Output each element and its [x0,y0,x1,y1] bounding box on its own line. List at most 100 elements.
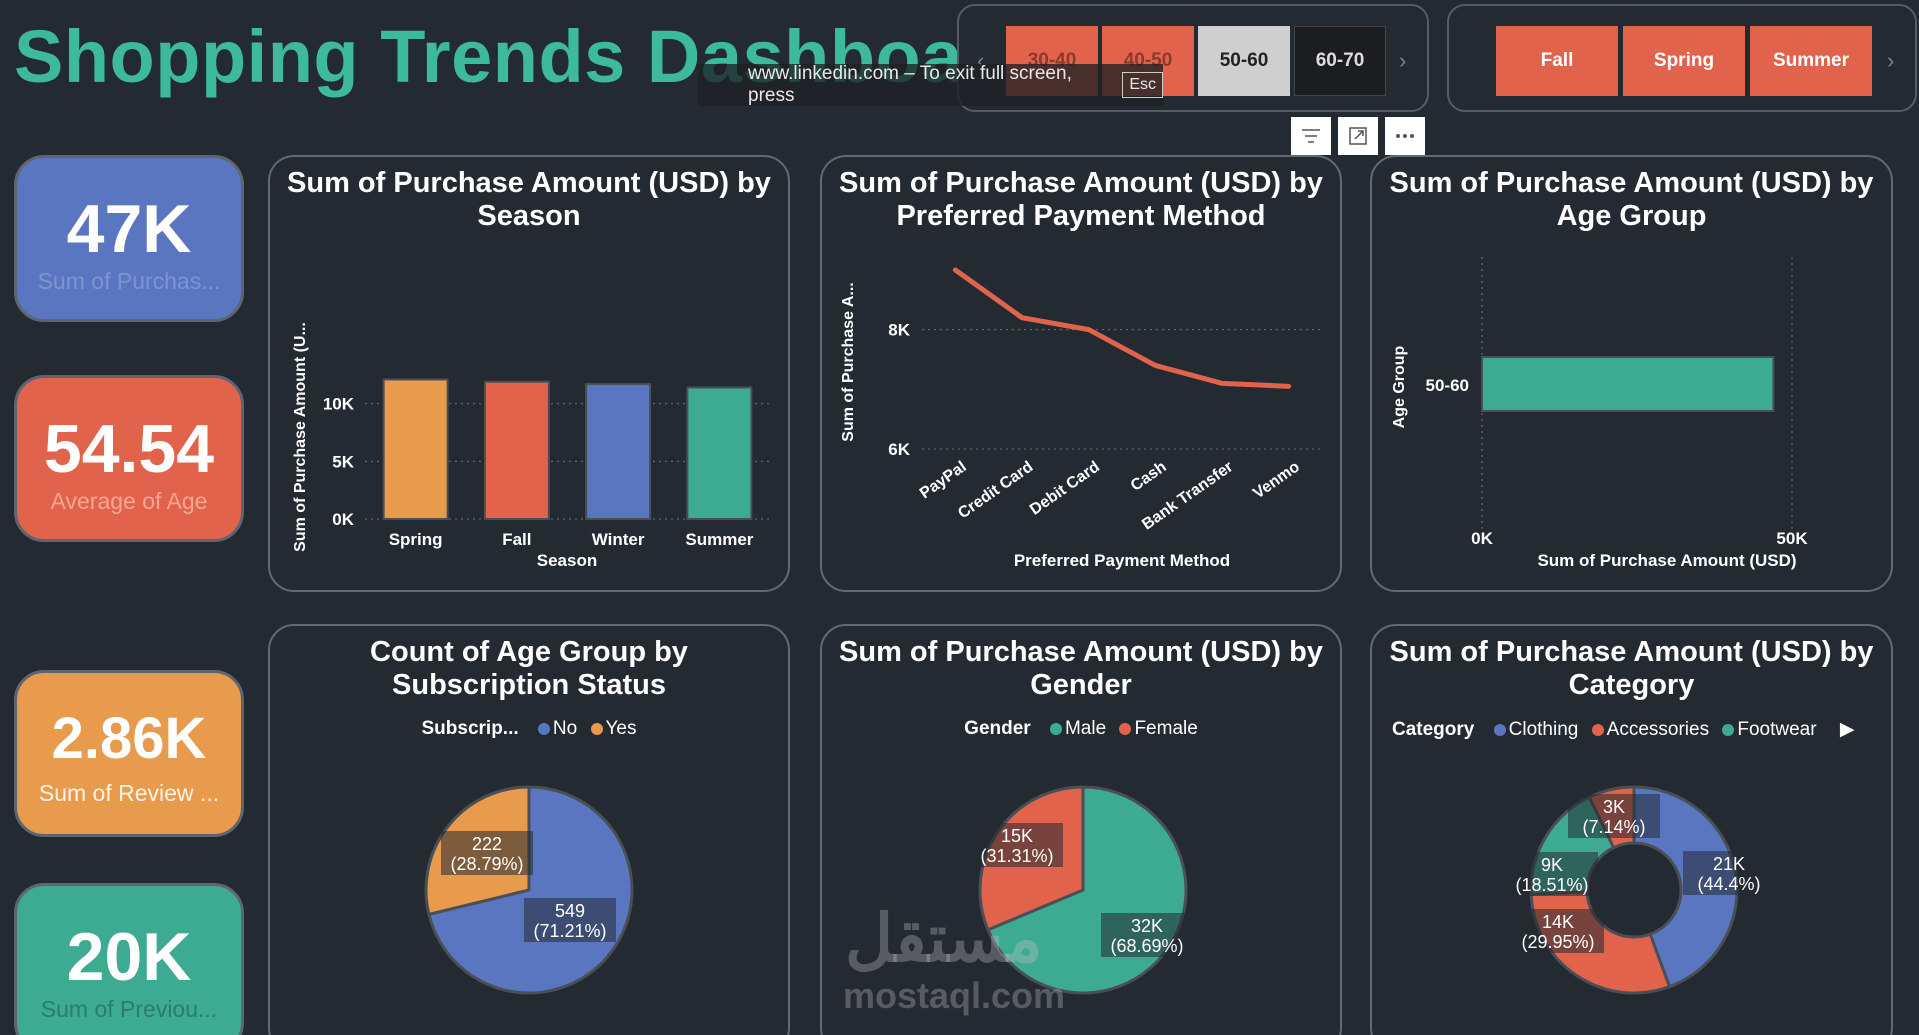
chart-title: Sum of Purchase Amount (USD) by Season [287,167,771,232]
chart-title: Sum of Purchase Amount (USD) by Age Grou… [1389,167,1874,232]
bar [1481,356,1775,412]
x-axis-label: Season [537,551,597,570]
y-axis-label: Age Group [1391,345,1408,428]
filter-icon[interactable] [1291,117,1331,155]
data-label: 14K [1542,912,1574,932]
legend-item[interactable]: Male [1064,718,1107,739]
chart-legend: Gender Male Female [822,718,1340,740]
x-axis-label: Sum of Purchase Amount (USD) [1537,551,1796,570]
kpi-previous-purchases: 20K Sum of Previou... [14,883,244,1035]
age-slicer-item-50-60[interactable]: 50-60 [1198,26,1290,96]
data-label: (28.79%) [450,854,523,874]
legend-item[interactable]: Accessories [1606,719,1710,740]
y-axis-label: Sum of Purchase A... [840,282,857,441]
x-axis-label: Preferred Payment Method [1014,551,1230,570]
data-label-bg [1568,794,1660,838]
kpi-value: 54.54 [43,411,215,487]
data-label-bg [1683,851,1775,895]
chart-title: Sum of Purchase Amount (USD) by Category [1389,636,1874,701]
chart-title: Sum of Purchase Amount (USD) by Gender [839,636,1323,701]
fullscreen-notice: www.linkedin.com – To exit full screen, … [698,63,1163,106]
data-label-bg [1101,913,1193,957]
scroll-right-icon[interactable]: › [1887,48,1895,73]
kpi-value: 20K [66,919,192,995]
legend-title: Category [1392,719,1475,740]
x-tick-label: Fall [502,530,531,549]
data-point [1086,327,1091,332]
kpi-value: 2.86K [51,706,207,771]
x-tick-label: PayPal [917,458,970,502]
data-label: (31.31%) [980,846,1053,866]
data-label-bg [971,823,1063,867]
card-subscription-chart[interactable]: Count of Age Group by Subscription Statu… [268,624,790,1035]
data-point [1286,384,1291,389]
legend-next-icon[interactable]: ▶ [1839,719,1855,740]
bar [686,386,753,520]
kpi-average-age: 54.54 Average of Age [14,375,244,542]
season-slicer-item-spring[interactable]: Spring [1623,26,1745,96]
legend-item[interactable]: No [552,718,578,739]
legend-dot [1493,724,1506,736]
legend-dot [1722,724,1735,736]
card-payment-chart[interactable]: Sum of Purchase Amount (USD) by Preferre… [820,155,1342,592]
bar [382,378,449,520]
data-label-bg [1512,909,1604,953]
x-tick-label: Debit Card [1027,458,1103,518]
age-group-bar-chart: 0K 50K 50-60 Sum of Purchase Amount (USD) Ag… [1391,257,1808,570]
card-gender-chart[interactable]: Sum of Purchase Amount (USD) by Gender G… [820,624,1342,1035]
data-label: (29.95%) [1521,932,1594,952]
data-point [953,267,958,272]
legend-item[interactable]: Clothing [1508,719,1579,740]
y-tick-label: 8K [888,321,910,340]
series-line [952,267,1292,389]
bar [483,380,550,520]
bar [585,383,652,520]
y-tick-label: 6K [888,440,910,459]
legend-dot [537,723,550,735]
season-slicer: Fall Spring Summer › [1447,4,1917,112]
kpi-value: 47K [66,191,192,267]
chart-legend: Category Clothing Accessories Footwear ▶ [1372,718,1891,741]
card-category-chart[interactable]: Sum of Purchase Amount (USD) by Category… [1370,624,1893,1035]
kpi-label: Average of Age [50,488,208,514]
legend-item[interactable]: Footwear [1737,719,1817,740]
more-options-icon[interactable] [1385,117,1425,155]
x-tick-label: 0K [1471,529,1493,548]
y-tick-label: 5K [332,452,354,471]
kpi-label: Sum of Purchas... [37,268,221,294]
data-label: 3K [1603,797,1625,817]
kpi-label: Sum of Review ... [38,780,220,806]
category-donut-chart: 21K(44.4%) 14K(29.95%) 9K(18.51%) 3K(7.14%) [1506,785,1775,995]
legend-item[interactable]: Female [1134,718,1198,739]
scroll-right-icon[interactable]: › [1399,48,1407,73]
focus-mode-icon[interactable] [1338,117,1378,155]
data-label-bg [441,831,533,875]
esc-key-label: Esc [1122,72,1163,98]
kpi-review-rating: 2.86K Sum of Review ... [14,670,244,837]
data-label: 15K [1001,826,1033,846]
age-slicer-item-60-70[interactable]: 60-70 [1294,26,1386,96]
legend-item[interactable]: Yes [605,718,637,739]
season-slicer-item-summer[interactable]: Summer [1750,26,1872,96]
data-label: 21K [1713,854,1745,874]
data-label: (18.51%) [1515,875,1588,895]
card-age-group-chart[interactable]: Sum of Purchase Amount (USD) by Age Grou… [1370,155,1893,592]
season-slicer-item-fall[interactable]: Fall [1496,26,1618,96]
card-season-chart[interactable]: Sum of Purchase Amount (USD) by Season 0… [268,155,790,592]
y-tick-label: 10K [323,395,355,414]
legend-dot [590,723,603,735]
kpi-total-purchase: 47K Sum of Purchas... [14,155,244,322]
x-tick-label: Spring [389,530,443,549]
gender-pie-chart: 32K(68.69%) 15K(31.31%) [971,785,1193,995]
data-label: 222 [472,834,502,854]
y-tick-label: 50-60 [1426,376,1469,395]
x-tick-label: Cash [1128,458,1170,494]
scroll-left-icon[interactable]: ‹ [977,48,985,73]
data-label-bg [1506,852,1598,896]
data-point [1220,381,1224,386]
data-label: 549 [555,901,585,921]
data-label: (7.14%) [1582,817,1645,837]
x-tick-label: Credit Card [955,458,1036,522]
data-point [1020,315,1024,320]
